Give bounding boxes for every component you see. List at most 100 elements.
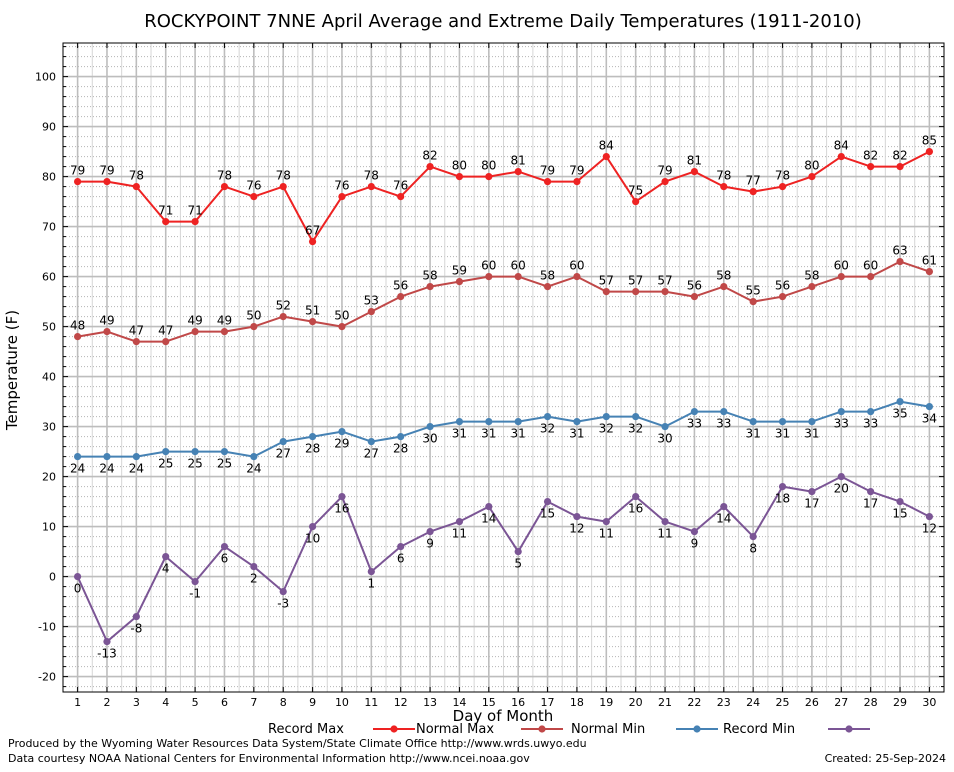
normal-min-data-label: 30 <box>422 432 437 446</box>
record-min-data-label: 5 <box>514 557 522 571</box>
normal-min-point <box>573 418 581 426</box>
normal-max-point <box>220 328 229 336</box>
y-tick-label: 80 <box>42 171 56 184</box>
record-min-data-label: 17 <box>863 497 878 511</box>
normal-min-data-label: 31 <box>452 427 467 441</box>
record-min-point <box>308 523 317 531</box>
record-min-point <box>778 483 787 491</box>
normal-min-point <box>397 433 405 441</box>
record-min-data-label: 14 <box>481 512 496 526</box>
x-tick-label: 1 <box>74 696 81 709</box>
record-max-data-label: 81 <box>687 154 702 168</box>
record-max-data-label: 85 <box>922 134 937 148</box>
record-max-point <box>74 178 82 186</box>
normal-min-data-label: 28 <box>305 442 320 456</box>
x-tick-label: 26 <box>805 696 819 709</box>
record-min-data-label: -3 <box>277 597 289 611</box>
record-max-data-label: 79 <box>657 164 672 178</box>
x-tick-label: 3 <box>133 696 140 709</box>
normal-max-data-label: 47 <box>158 324 173 338</box>
normal-max-data-label: 53 <box>364 294 379 308</box>
record-max-point <box>543 178 552 186</box>
y-tick-label: 0 <box>49 571 56 584</box>
record-max-point <box>485 173 493 181</box>
record-min-data-label: 18 <box>775 492 790 506</box>
normal-max-data-label: 60 <box>481 259 496 273</box>
x-tick-label: 16 <box>511 696 525 709</box>
record-max-data-label: 78 <box>775 169 790 183</box>
y-tick-label: 40 <box>42 371 56 384</box>
normal-min-point <box>661 423 669 431</box>
record-max-point <box>162 218 170 226</box>
record-max-data-label: 78 <box>276 169 291 183</box>
record-min-data-label: -8 <box>130 622 142 636</box>
normal-max-line <box>77 260 930 343</box>
normal-max-point <box>74 333 82 341</box>
record-min-data-label: 11 <box>599 527 614 541</box>
record-min-point <box>220 543 229 551</box>
record-min-data-label: 14 <box>716 512 731 526</box>
plot-border <box>62 42 945 693</box>
record-max-point <box>867 163 875 171</box>
x-tick-label: 12 <box>394 696 408 709</box>
footer-produced-by: Produced by the Wyoming Water Resources … <box>8 737 587 750</box>
record-max-data-label: 80 <box>481 159 496 173</box>
x-tick-label: 14 <box>452 696 466 709</box>
normal-min-point <box>896 398 904 406</box>
record-min-data-label: 11 <box>657 527 672 541</box>
normal-max-point <box>837 273 845 281</box>
record-max-data-label: 84 <box>599 139 614 153</box>
record-min-point <box>250 563 258 571</box>
record-min-point <box>632 493 640 501</box>
normal-min-data-label: 24 <box>70 462 85 476</box>
normal-max-data-label: 50 <box>246 309 261 323</box>
record-max-data-label: 82 <box>863 149 878 163</box>
record-min-line <box>76 475 930 643</box>
normal-max-point <box>896 258 904 266</box>
series-layer <box>74 148 934 646</box>
x-tick-label: 15 <box>482 696 496 709</box>
record-max-data-label: 82 <box>892 149 907 163</box>
normal-max-point <box>925 268 934 276</box>
record-min-data-label: 16 <box>628 502 643 516</box>
footer-data-courtesy: Data courtesy NOAA National Centers for … <box>8 752 530 765</box>
record-min-point <box>602 518 610 526</box>
normal-max-point <box>514 273 522 281</box>
record-min-data-label: 4 <box>162 562 170 576</box>
normal-max-point <box>191 328 199 336</box>
x-tick-label: 8 <box>280 696 287 709</box>
normal-max-point <box>573 273 581 281</box>
normal-max-point <box>426 283 434 291</box>
record-max-point <box>514 168 522 176</box>
record-max-data-label: 76 <box>246 179 261 193</box>
normal-min-data-label: 34 <box>922 412 937 426</box>
normal-max-point <box>808 283 816 291</box>
record-max-data-label: 76 <box>393 179 408 193</box>
record-max-point <box>690 168 699 176</box>
x-tick-label: 4 <box>162 696 169 709</box>
normal-min-point <box>220 448 229 456</box>
record-max-point <box>338 193 346 201</box>
normal-min-data-label: 27 <box>364 447 379 461</box>
x-tick-label: 7 <box>250 696 257 709</box>
normal-max-point <box>720 283 728 291</box>
y-tick-label: -20 <box>38 671 56 684</box>
normal-min-data-label: 25 <box>158 457 173 471</box>
normal-min-point <box>778 418 787 426</box>
normal-max-data-label: 50 <box>334 309 349 323</box>
normal-min-data-label: 24 <box>246 462 261 476</box>
record-min-data-label: 9 <box>426 537 434 551</box>
record-min-data-label: 8 <box>749 542 757 556</box>
normal-min-point <box>308 433 317 441</box>
record-min-data-label: -13 <box>97 647 117 661</box>
record-max-point <box>279 183 287 191</box>
normal-max-data-label: 59 <box>452 264 467 278</box>
normal-max-point <box>485 273 493 281</box>
normal-min-point <box>690 408 699 416</box>
x-tick-label: 22 <box>687 696 701 709</box>
record-min-point <box>837 473 845 481</box>
x-tick-label: 18 <box>570 696 584 709</box>
normal-max-data-label: 58 <box>540 269 555 283</box>
normal-min-point <box>543 413 552 421</box>
